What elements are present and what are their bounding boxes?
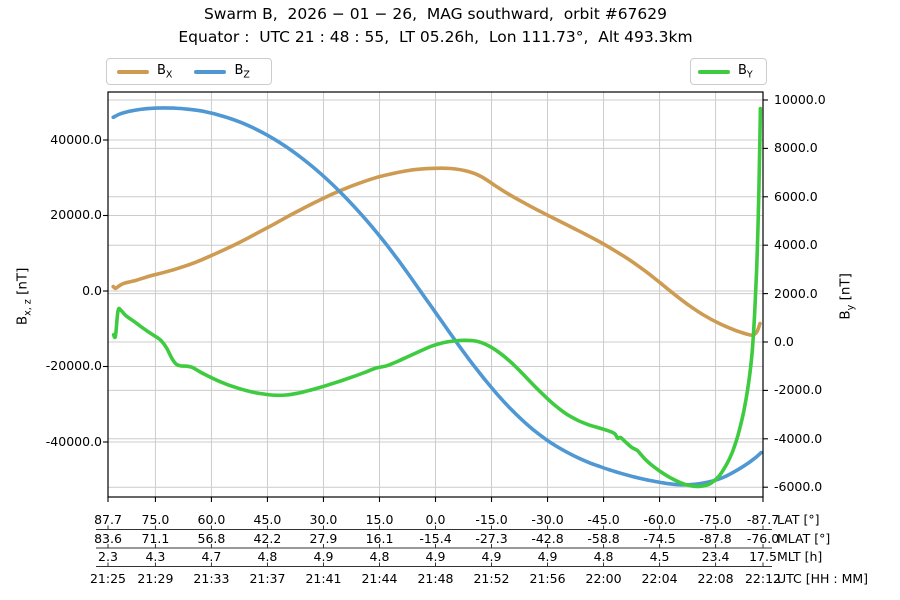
bottom-row-4-value: 21:48 bbox=[417, 570, 454, 586]
bottom-row-2-value: 42.2 bbox=[253, 530, 282, 546]
bottom-row-2-value: -74.5 bbox=[643, 530, 676, 546]
bottom-row-2-value: -15.4 bbox=[419, 530, 452, 546]
bottom-row-4-value: 21:56 bbox=[529, 570, 566, 586]
bottom-row-2-value: -42.8 bbox=[531, 530, 564, 546]
bottom-row-3-value: 4.3 bbox=[145, 549, 166, 564]
legend-item-bz: BZ bbox=[194, 62, 250, 81]
legend-by: BY bbox=[690, 58, 767, 85]
right-axis-tick-label: 2000.0 bbox=[774, 285, 818, 301]
bx-line-swatch bbox=[117, 69, 149, 74]
bottom-row-4-value: 21:33 bbox=[193, 570, 230, 586]
bottom-row-2-value: 16.1 bbox=[365, 530, 394, 546]
bottom-row-1-value: 30.0 bbox=[309, 512, 338, 527]
bottom-row-1-value: 60.0 bbox=[197, 512, 226, 527]
bottom-row-2-value: -76.0 bbox=[746, 530, 780, 546]
bottom-row-3-value: 2.3 bbox=[98, 549, 118, 564]
bottom-row-3-value: 4.9 bbox=[481, 549, 502, 564]
bottom-row-1-value: -75.0 bbox=[699, 512, 732, 527]
left-axis-tick-label: 20000.0 bbox=[50, 207, 102, 223]
legend-item-bx: BX bbox=[117, 62, 173, 81]
legend-item-by: BY bbox=[698, 62, 753, 81]
bottom-row-4-value: 22:12 bbox=[744, 570, 782, 586]
bottom-row-4-value: 21:44 bbox=[361, 570, 398, 586]
bottom-row-4-value: 21:52 bbox=[473, 570, 510, 586]
bottom-row-3-value: 4.8 bbox=[593, 549, 614, 564]
right-axis-label: By [nT] bbox=[837, 273, 857, 320]
bottom-row-3-value: 4.9 bbox=[537, 549, 558, 564]
bottom-row-1-value: -87.7 bbox=[746, 512, 780, 527]
bottom-row-3-value: 4.8 bbox=[257, 549, 278, 564]
bottom-row-4-value: 22:00 bbox=[585, 570, 622, 586]
by-line-swatch bbox=[698, 69, 730, 74]
bottom-row-4-value: 21:41 bbox=[305, 570, 342, 586]
curve-bx bbox=[111, 166, 762, 338]
bottom-row-1-value: -30.0 bbox=[531, 512, 564, 527]
bottom-row-2-value: -27.3 bbox=[475, 530, 508, 546]
bottom-row-4-label: UTC [HH : MM] bbox=[777, 570, 869, 586]
legend-label-bz: BZ bbox=[234, 62, 250, 81]
chart-title: Swarm B, 2026 − 01 − 26, MAG southward, … bbox=[203, 5, 668, 23]
bottom-row-1-value: 15.0 bbox=[365, 512, 394, 527]
bottom-row-1-value: -60.0 bbox=[643, 512, 676, 527]
bottom-row-3-value: 4.8 bbox=[369, 549, 390, 564]
curve-bz bbox=[111, 106, 763, 487]
bz-line-swatch bbox=[194, 69, 227, 74]
bottom-row-1-value: 75.0 bbox=[141, 512, 170, 527]
bottom-row-4-value: 21:29 bbox=[137, 570, 174, 586]
chart-subtitle: Equator : UTC 21 : 48 : 55, LT 05.26h, L… bbox=[178, 28, 693, 46]
curve-by bbox=[111, 106, 763, 489]
left-axis-tick-label: -20000.0 bbox=[45, 358, 102, 374]
bottom-row-4-value: 22:08 bbox=[697, 570, 734, 586]
bottom-row-1-value: 45.0 bbox=[253, 512, 282, 527]
bottom-row-4-value: 21:25 bbox=[89, 570, 127, 586]
data-curves bbox=[111, 106, 763, 489]
left-axis-tick-label: 0.0 bbox=[82, 282, 102, 298]
right-axis-tick-label: -2000.0 bbox=[774, 382, 823, 398]
bottom-row-1-value: 0.0 bbox=[425, 512, 446, 527]
right-axis-tick-label: 0.0 bbox=[774, 333, 794, 349]
bottom-row-3-value: 4.9 bbox=[313, 549, 334, 564]
bottom-row-3-label: MLT [h] bbox=[777, 549, 823, 564]
bottom-row-1-value: -45.0 bbox=[587, 512, 620, 527]
bottom-row-1-value: -15.0 bbox=[475, 512, 508, 527]
bottom-row-2-value: 71.1 bbox=[141, 530, 170, 546]
bottom-row-4-value: 22:04 bbox=[641, 570, 678, 586]
axis-row-separators bbox=[96, 525, 772, 567]
bottom-row-3-value: 4.7 bbox=[201, 549, 222, 564]
bottom-row-4-value: 21:37 bbox=[249, 570, 286, 586]
right-axis-tick-label: -6000.0 bbox=[774, 479, 823, 495]
bottom-row-2-value: 56.8 bbox=[197, 530, 226, 546]
right-axis-tick-label: 6000.0 bbox=[774, 188, 818, 204]
bottom-row-2-value: -87.8 bbox=[699, 530, 732, 546]
bottom-row-2-value: 27.9 bbox=[309, 530, 338, 546]
bottom-row-3-value: 23.4 bbox=[701, 549, 730, 564]
bottom-row-3-value: 4.9 bbox=[425, 549, 446, 564]
bottom-row-1-label: LAT [°] bbox=[777, 512, 820, 527]
right-axis-tick-label: -4000.0 bbox=[774, 430, 823, 446]
right-axis-tick-label: 4000.0 bbox=[774, 237, 818, 253]
bottom-row-3-value: 4.5 bbox=[649, 549, 670, 564]
bottom-row-2-value: 83.6 bbox=[94, 530, 122, 546]
tick-marks bbox=[103, 99, 768, 502]
bottom-row-3-value: 17.5 bbox=[749, 549, 777, 564]
legend-bxz: BX BZ bbox=[106, 58, 272, 85]
legend-label-by: BY bbox=[738, 62, 753, 81]
right-axis-tick-label: 10000.0 bbox=[774, 91, 826, 107]
bottom-row-1-value: 87.7 bbox=[94, 512, 122, 527]
bottom-row-2-label: MLAT [°] bbox=[777, 530, 831, 546]
gridlines bbox=[107, 92, 764, 497]
left-axis-tick-label: -40000.0 bbox=[45, 433, 102, 449]
legend-label-bx: BX bbox=[157, 62, 173, 81]
left-axis-tick-label: 40000.0 bbox=[50, 131, 102, 147]
bottom-row-2-value: -58.8 bbox=[587, 530, 620, 546]
right-axis-tick-label: 8000.0 bbox=[774, 140, 818, 156]
